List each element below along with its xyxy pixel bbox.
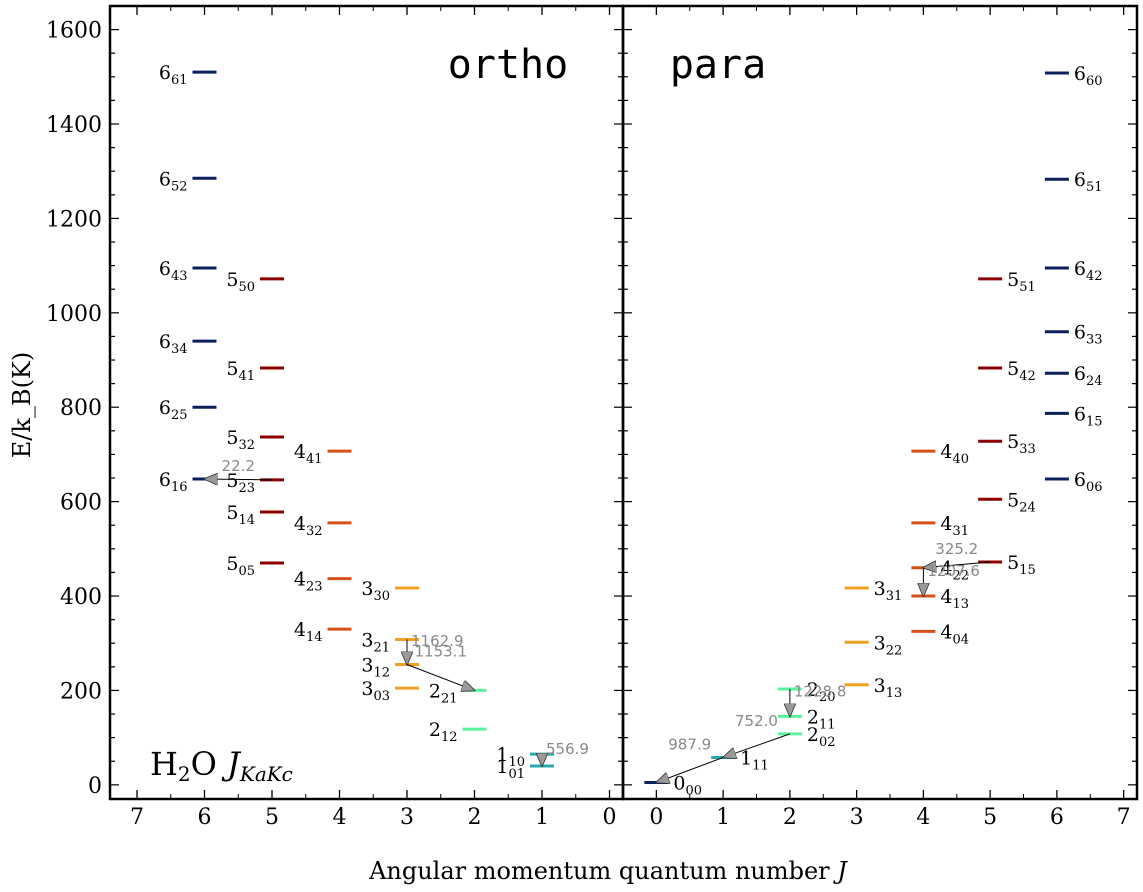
level-label: 441: [294, 441, 323, 467]
level-label: 533: [1007, 431, 1036, 457]
level-label: 423: [294, 569, 323, 595]
level-label: 414: [294, 619, 323, 645]
transition-label: 325.2: [935, 540, 978, 558]
level-label: 606: [1074, 469, 1103, 495]
x-tick-label: 0: [603, 805, 617, 830]
transition-label: 1153.1: [415, 642, 468, 660]
level-label: 652: [159, 168, 188, 194]
level-label: 220: [807, 679, 836, 705]
transition-arrow: [406, 664, 475, 690]
level-label: 624: [1074, 363, 1103, 389]
x-tick-label: 5: [265, 805, 279, 830]
level-label: 550: [226, 269, 255, 295]
transition-arrow: [923, 562, 991, 568]
panel-title-ortho: ortho: [448, 42, 568, 88]
level-label: 431: [940, 513, 969, 539]
transition-arrow: [205, 479, 273, 480]
level-label: 404: [940, 621, 969, 647]
y-tick-label: 1000: [46, 302, 102, 327]
y-tick-label: 400: [60, 585, 102, 610]
y-tick-label: 1400: [46, 113, 102, 138]
x-tick-label: 4: [333, 805, 347, 830]
level-label: 524: [1007, 489, 1036, 515]
level-label: 651: [1074, 169, 1103, 195]
level-label: 303: [361, 678, 390, 704]
level-label: 643: [159, 258, 188, 284]
x-tick-label: 6: [1050, 805, 1064, 830]
level-label: 422: [940, 558, 969, 584]
level-label: 523: [226, 470, 255, 496]
level-label: 551: [1007, 269, 1036, 295]
y-tick-label: 1600: [46, 19, 102, 44]
transition-label: 1207.6: [927, 562, 980, 580]
level-label: 000: [673, 772, 702, 798]
x-tick-label: 0: [649, 805, 663, 830]
level-label: 212: [429, 719, 458, 745]
x-tick-label: 7: [1117, 805, 1131, 830]
level-label: 331: [874, 578, 903, 604]
level-label: 111: [740, 747, 769, 773]
transition-label: 752.0: [735, 712, 778, 730]
y-tick-label: 1200: [46, 207, 102, 232]
transition-label: 1162.9: [411, 632, 464, 650]
level-label: 660: [1074, 63, 1103, 89]
x-tick-label: 1: [535, 805, 549, 830]
y-tick-label: 800: [60, 396, 102, 421]
x-tick-label: 7: [130, 805, 144, 830]
level-label: 322: [874, 632, 903, 658]
transition-label: 22.2: [222, 457, 255, 475]
panel-frame-para: [621, 4, 1139, 801]
level-label: 413: [940, 586, 969, 612]
x-tick-label: 2: [783, 805, 797, 830]
level-label: 313: [874, 675, 903, 701]
level-label: 202: [807, 724, 836, 750]
level-label: 432: [294, 513, 323, 539]
transition-arrow: [656, 756, 724, 782]
x-tick-label: 3: [850, 805, 864, 830]
y-axis-label: E/k_B(K): [8, 352, 36, 458]
y-tick-label: 600: [60, 491, 102, 516]
y-tick-label: 200: [60, 679, 102, 704]
level-label: 440: [940, 441, 969, 467]
x-tick-label: 6: [198, 805, 212, 830]
level-label: 330: [361, 578, 390, 604]
level-label: 505: [226, 553, 255, 579]
level-label: 542: [1007, 358, 1036, 384]
level-label: 642: [1074, 258, 1103, 284]
level-label: 515: [1007, 552, 1036, 578]
molecule-label: H2O JKaKc: [150, 745, 293, 786]
level-label: 101: [496, 756, 525, 782]
transition-label: 556.9: [546, 740, 589, 758]
x-tick-label: 5: [983, 805, 997, 830]
level-label: 615: [1074, 403, 1103, 429]
level-label: 616: [159, 469, 188, 495]
transition-label: 987.9: [668, 735, 711, 753]
level-label: 541: [226, 358, 255, 384]
level-label: 634: [159, 331, 188, 357]
level-label: 625: [159, 397, 188, 423]
level-label: 321: [361, 629, 390, 655]
x-axis-label: Angular momentum quantum number J: [368, 857, 848, 885]
transition-arrow: [723, 733, 791, 758]
level-label: 532: [226, 427, 255, 453]
x-tick-label: 2: [468, 805, 482, 830]
panel-title-para: para: [670, 42, 766, 88]
y-tick-label: 0: [88, 774, 102, 799]
x-tick-label: 4: [916, 805, 930, 830]
level-label: 221: [429, 680, 458, 706]
transition-label: 1228.8: [794, 683, 847, 701]
level-label: 312: [361, 654, 390, 680]
level-label: 661: [159, 62, 188, 88]
level-label: 211: [807, 706, 836, 732]
x-tick-label: 3: [400, 805, 414, 830]
level-label: 110: [496, 744, 525, 770]
level-label: 633: [1074, 322, 1103, 348]
x-tick-label: 1: [716, 805, 730, 830]
level-label: 514: [226, 502, 255, 528]
